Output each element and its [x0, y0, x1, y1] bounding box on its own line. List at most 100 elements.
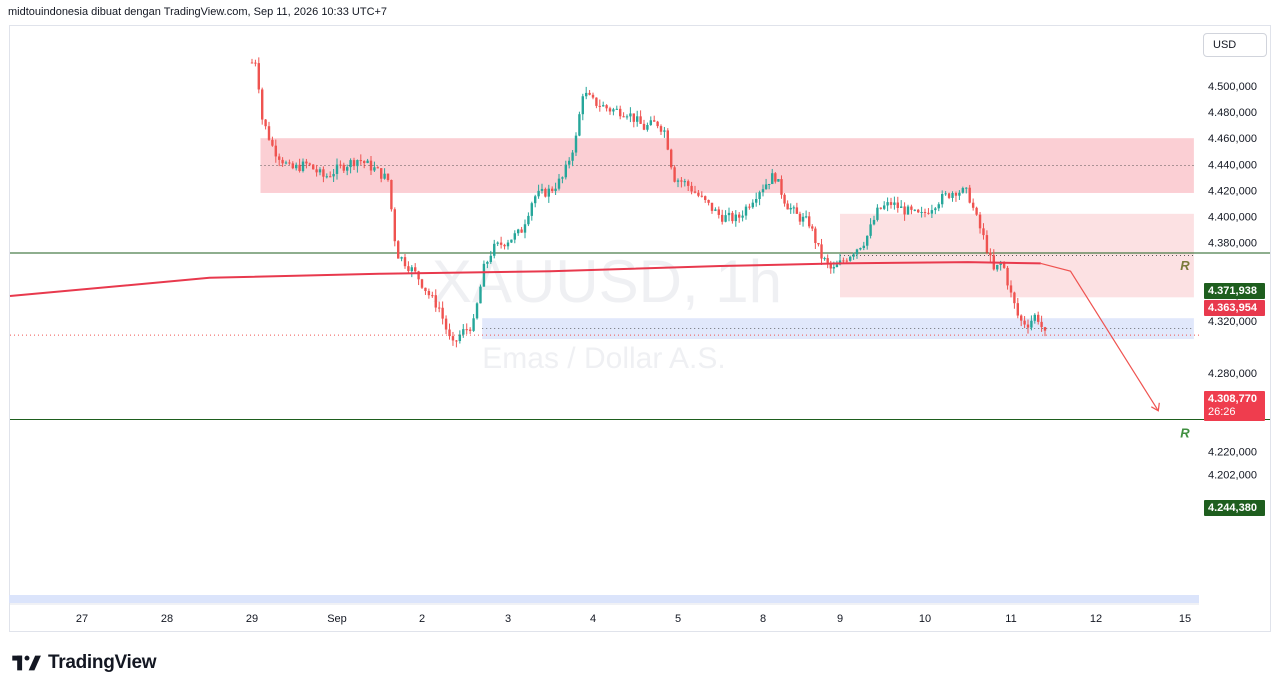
candle	[506, 239, 510, 250]
candle	[774, 172, 777, 184]
candle	[965, 187, 968, 194]
last-price-value: 4.308,770	[1208, 393, 1257, 405]
candle	[845, 258, 848, 263]
candle	[1006, 265, 1009, 290]
candle	[393, 207, 396, 247]
candle	[386, 173, 390, 182]
candle	[923, 208, 927, 218]
candle	[530, 201, 533, 221]
x-tick-label: 8	[760, 613, 766, 625]
candle	[971, 198, 975, 211]
candle	[568, 157, 571, 169]
candle	[356, 159, 359, 173]
x-tick-label: 12	[1090, 613, 1102, 625]
candle	[872, 215, 876, 226]
y-tick-label: 4.440,000	[1208, 159, 1257, 171]
candle	[767, 183, 771, 190]
candle	[886, 197, 889, 212]
y-axis: 4.500,000 4.480,000 4.460,000 4.440,000 4.42…	[1208, 81, 1257, 482]
candle	[551, 186, 554, 194]
candle	[755, 192, 758, 207]
candle	[612, 107, 615, 116]
candle	[557, 174, 561, 191]
candle	[937, 202, 940, 212]
candle	[591, 92, 595, 100]
candle	[451, 331, 455, 346]
x-tick-label: 28	[161, 613, 173, 625]
candle	[527, 212, 530, 227]
candle	[653, 115, 656, 122]
candle	[700, 191, 703, 198]
x-tick-label: 2	[419, 613, 425, 625]
candle	[707, 199, 710, 206]
x-tick-label: 3	[505, 613, 511, 625]
candle	[975, 206, 978, 216]
levels-layer: RR	[10, 252, 1270, 440]
tradingview-logo[interactable]: TradingView	[12, 652, 157, 674]
candle	[978, 211, 982, 234]
candle	[687, 179, 690, 191]
candle	[376, 166, 379, 169]
candle	[659, 124, 663, 135]
candle	[879, 207, 882, 210]
candle	[714, 207, 717, 212]
candle	[585, 86, 588, 100]
candle	[727, 207, 731, 222]
candle	[795, 202, 799, 214]
bottom-band	[9, 595, 1199, 603]
candle	[947, 192, 951, 200]
candle	[257, 57, 260, 94]
candle	[602, 101, 605, 107]
candle	[724, 210, 727, 223]
candle	[811, 224, 814, 232]
candle	[434, 289, 437, 312]
candle	[468, 327, 472, 334]
candle	[479, 284, 482, 304]
price-label-last: 4.308,770 26:26	[1204, 391, 1265, 421]
candle	[523, 219, 527, 239]
candle	[271, 136, 274, 147]
candle	[407, 261, 410, 275]
candle	[625, 114, 629, 120]
candle	[792, 205, 795, 214]
candle	[744, 204, 748, 220]
candle	[954, 191, 958, 202]
candle	[571, 149, 574, 167]
candle	[941, 190, 944, 208]
candle	[920, 206, 923, 218]
candle	[499, 236, 503, 249]
candle	[295, 162, 298, 171]
candle	[352, 157, 356, 170]
candle	[876, 204, 879, 222]
candle	[254, 59, 257, 67]
candle	[862, 241, 865, 251]
candle	[534, 194, 537, 208]
candle	[554, 182, 557, 195]
candle	[804, 210, 808, 219]
resistance-label-1: R	[1180, 258, 1190, 273]
candle	[636, 110, 639, 127]
candle	[1009, 280, 1013, 298]
candle	[308, 162, 311, 167]
x-tick-label: 10	[919, 613, 931, 625]
candle	[380, 167, 383, 183]
candle	[608, 106, 612, 115]
candle	[291, 161, 294, 170]
y-tick-label: 4.320,000	[1208, 316, 1257, 328]
zone-support-2	[482, 318, 1194, 340]
candle	[605, 104, 608, 112]
y-tick-label: 4.480,000	[1208, 107, 1257, 119]
candle	[771, 168, 774, 185]
candle	[883, 201, 886, 211]
candle	[751, 199, 754, 209]
candle	[801, 212, 805, 227]
candle	[427, 288, 431, 299]
candle	[403, 254, 407, 269]
candle	[820, 238, 823, 265]
currency-button[interactable]: USD	[1203, 33, 1267, 57]
candle	[312, 164, 315, 170]
y-tick-label: 4.202,000	[1208, 470, 1257, 482]
candle	[325, 173, 328, 179]
zone-resistance-0	[260, 138, 1194, 193]
